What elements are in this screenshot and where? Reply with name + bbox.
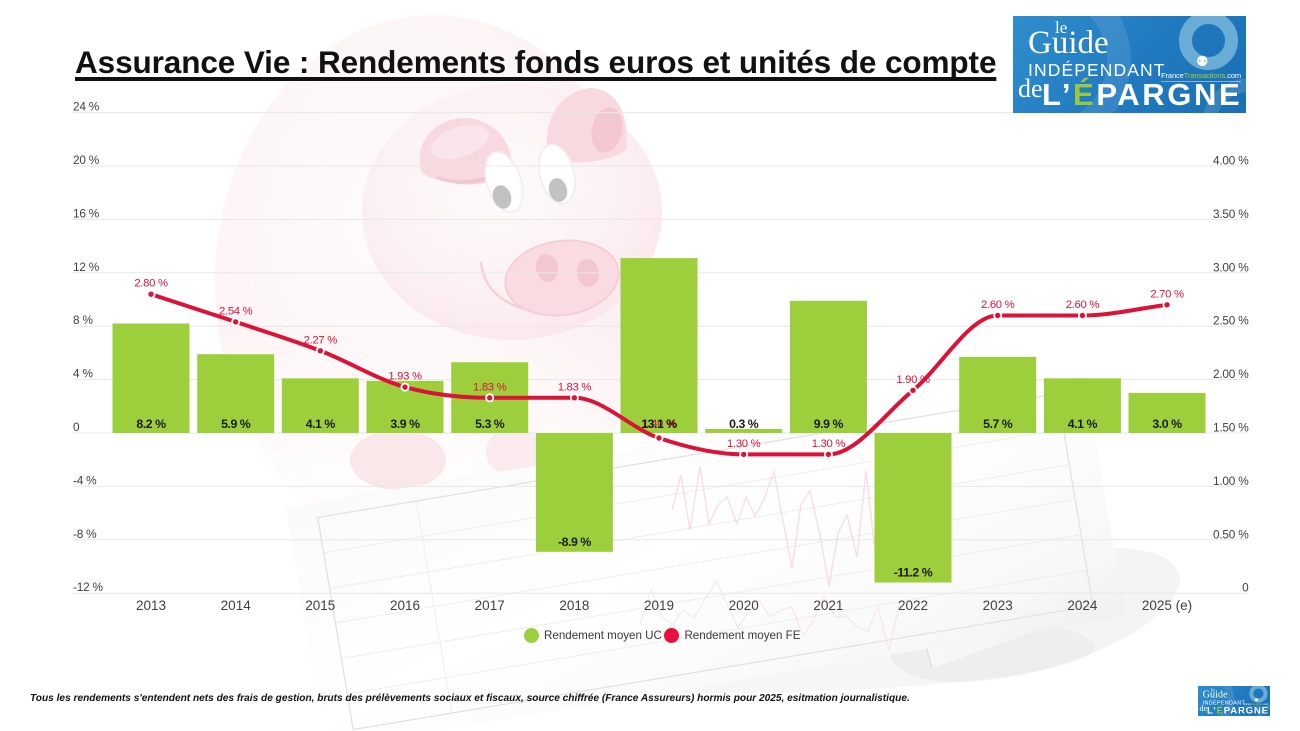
svg-text:16 %: 16 % <box>73 206 100 220</box>
svg-text:24 %: 24 % <box>73 100 100 114</box>
svg-text:5.3 %: 5.3 % <box>475 417 505 431</box>
svg-text:1.90 %: 1.90 % <box>896 374 930 386</box>
svg-text:2.54 %: 2.54 % <box>219 305 253 317</box>
svg-text:1.83 %: 1.83 % <box>473 381 507 393</box>
svg-text:0.50 %: 0.50 % <box>1213 527 1249 541</box>
svg-text:-8.9 %: -8.9 % <box>558 535 591 549</box>
svg-text:-4 %: -4 % <box>73 473 97 487</box>
svg-text:0: 0 <box>1242 581 1249 595</box>
svg-text:2022: 2022 <box>898 598 928 613</box>
svg-text:2020: 2020 <box>729 598 759 613</box>
svg-text:2.50 %: 2.50 % <box>1213 314 1249 328</box>
svg-text:4.00 %: 4.00 % <box>1213 154 1249 168</box>
svg-text:2016: 2016 <box>390 598 420 613</box>
svg-text:2018: 2018 <box>559 598 589 613</box>
svg-text:1.50 %: 1.50 % <box>1213 421 1249 435</box>
svg-text:2025 (e): 2025 (e) <box>1142 598 1192 613</box>
svg-text:8 %: 8 % <box>73 313 93 327</box>
svg-text:1.83 %: 1.83 % <box>558 381 592 393</box>
svg-text:1.30 %: 1.30 % <box>727 438 761 450</box>
svg-text:2017: 2017 <box>475 598 505 613</box>
svg-text:1.30 %: 1.30 % <box>812 438 846 450</box>
svg-text:9.9 %: 9.9 % <box>814 417 844 431</box>
svg-text:2023: 2023 <box>983 598 1013 613</box>
svg-text:1.40 %: 1.40 % <box>642 418 676 430</box>
svg-text:-8 %: -8 % <box>73 527 97 541</box>
svg-text:3.00 %: 3.00 % <box>1213 260 1249 274</box>
svg-text:2.00 %: 2.00 % <box>1213 367 1249 381</box>
svg-text:2.80 %: 2.80 % <box>134 278 168 290</box>
svg-text:3.9 %: 3.9 % <box>390 417 420 431</box>
svg-text:8.2 %: 8.2 % <box>136 417 166 431</box>
svg-text:2.60 %: 2.60 % <box>1066 299 1100 311</box>
svg-text:2013: 2013 <box>136 598 166 613</box>
svg-text:2.70 %: 2.70 % <box>1150 288 1184 300</box>
svg-text:3.0 %: 3.0 % <box>1152 417 1182 431</box>
svg-text:2014: 2014 <box>221 598 252 613</box>
svg-text:0.3 %: 0.3 % <box>729 417 759 431</box>
svg-text:5.9 %: 5.9 % <box>221 417 251 431</box>
svg-text:4.1 %: 4.1 % <box>306 417 336 431</box>
svg-text:3.50 %: 3.50 % <box>1213 207 1249 221</box>
svg-text:1.00 %: 1.00 % <box>1213 474 1249 488</box>
svg-text:2.60 %: 2.60 % <box>981 299 1015 311</box>
svg-text:2015: 2015 <box>305 598 335 613</box>
svg-text:20 %: 20 % <box>73 153 100 167</box>
svg-text:2024: 2024 <box>1067 598 1098 613</box>
svg-text:5.7 %: 5.7 % <box>983 417 1013 431</box>
svg-text:4 %: 4 % <box>73 367 93 381</box>
svg-text:13.1 %: 13.1 % <box>641 417 677 431</box>
svg-text:-12 %: -12 % <box>73 580 104 594</box>
svg-text:2.27 %: 2.27 % <box>304 334 338 346</box>
svg-text:2021: 2021 <box>813 598 843 613</box>
svg-text:4.1 %: 4.1 % <box>1068 417 1098 431</box>
svg-text:0: 0 <box>73 420 80 434</box>
svg-text:-11.2 %: -11.2 % <box>894 566 933 580</box>
svg-text:1.93 %: 1.93 % <box>388 371 422 383</box>
svg-text:12 %: 12 % <box>73 260 100 274</box>
svg-text:2019: 2019 <box>644 598 674 613</box>
